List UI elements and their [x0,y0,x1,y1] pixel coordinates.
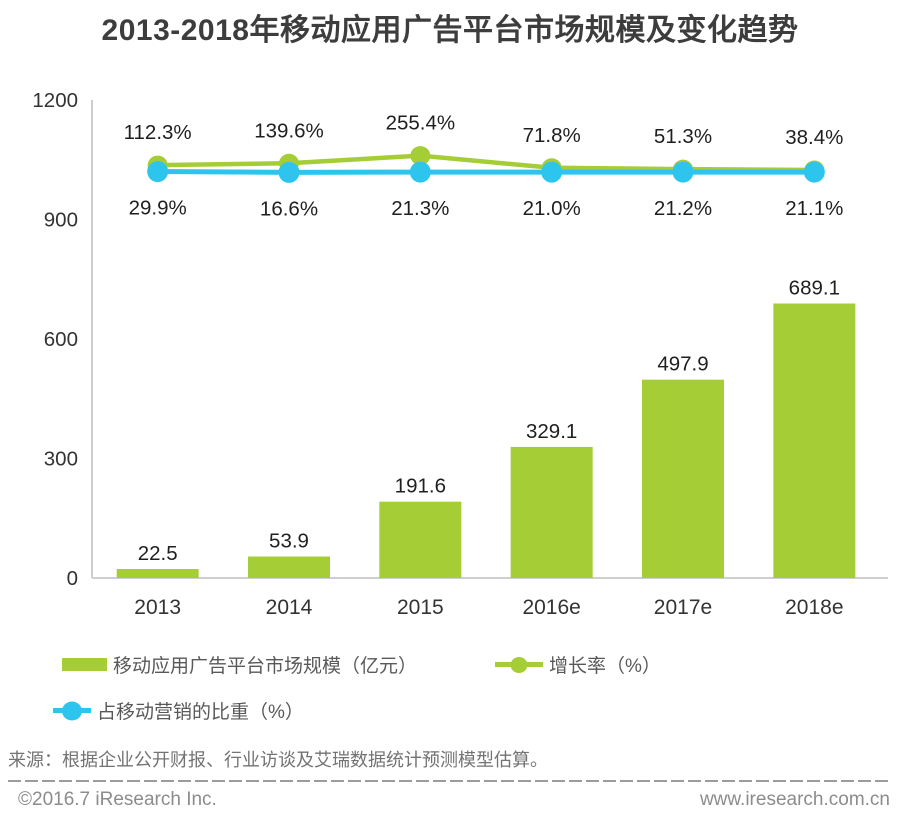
legend-label-share: 占移动营销的比重（%） [97,702,304,723]
share-label: 21.2% [654,197,712,220]
legend-item-share: 占移动营销的比重（%） [53,697,304,724]
share-label: 21.3% [391,197,449,220]
footer-website: www.iresearch.com.cn [699,789,890,810]
line-dot-green-icon [495,656,543,673]
share-label: 21.0% [523,197,581,220]
growth-rate-label: 112.3% [124,121,192,144]
y-tick-label: 900 [44,209,78,232]
x-axis-label: 2013 [134,596,181,619]
footer-copyright: ©2016.7 iResearch Inc. [18,789,217,810]
source-note: 来源：根据企业公开财报、行业访谈及艾瑞数据统计预测模型估算。 [8,750,548,770]
share-marker [803,161,825,183]
legend-item-growth-rate: 增长率（%） [495,651,661,678]
bar-2018e [773,303,856,578]
y-tick-label: 1200 [32,89,78,112]
share-marker [672,161,694,183]
growth-rate-marker [410,146,431,166]
bar-2014 [248,556,330,578]
growth-rate-label: 51.3% [654,125,712,148]
share-marker [409,161,431,183]
bar-value-label: 53.9 [269,530,309,553]
y-tick-label: 600 [44,328,78,351]
x-axis-label: 2014 [266,596,313,619]
share-label: 16.6% [260,197,318,220]
legend-label-market-size: 移动应用广告平台市场规模（亿元） [113,656,418,677]
chart-canvas: 0 300 600 900 1200 22.5 53.9 191.6 329.1 497.9 689… [32,89,888,619]
share-marker [147,161,169,183]
bar-swatch-icon [62,658,107,671]
x-axis-label: 2017e [654,596,712,619]
footer-divider [8,780,890,782]
bar-value-label: 497.9 [657,353,708,376]
y-tick-label: 300 [44,448,78,471]
share-label: 29.9% [129,197,187,220]
bar-value-label: 22.5 [138,542,178,565]
bar-2015 [379,501,462,578]
x-axis-label: 2015 [397,596,444,619]
share-marker [541,161,563,183]
x-axis-label: 2016e [522,596,580,619]
growth-rate-label: 139.6% [254,119,324,142]
share-marker [278,161,300,183]
line-dot-blue-icon [53,701,91,720]
growth-rate-label: 255.4% [386,112,456,135]
chart-title: 2013-2018年移动应用广告平台市场规模及变化趋势 [101,14,799,47]
bar-value-label: 689.1 [789,277,840,300]
legend-label-growth-rate: 增长率（%） [549,656,661,677]
share-label: 21.1% [785,197,843,220]
bar-2013 [116,569,199,578]
bar-2017e [642,379,724,578]
growth-rate-line [157,153,815,173]
bar-value-label: 191.6 [395,475,446,498]
growth-rate-label: 38.4% [785,126,843,149]
growth-rate-label: 71.8% [523,124,581,147]
y-tick-label: 0 [67,567,78,590]
x-axis-label: 2018e [785,596,843,619]
bar-value-label: 329.1 [526,420,577,443]
share-line [157,169,815,175]
bar-2016e [510,446,593,578]
legend-item-market-size: 移动应用广告平台市场规模（亿元） [62,651,417,678]
